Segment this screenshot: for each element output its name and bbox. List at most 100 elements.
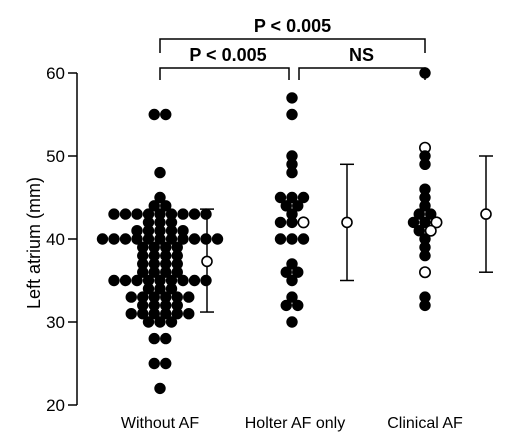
data-point (171, 308, 183, 320)
y-tick-label: 50 (46, 147, 65, 166)
data-point (286, 92, 298, 104)
data-point (274, 233, 287, 245)
significance-label: NS (349, 45, 374, 65)
data-point (160, 108, 172, 121)
data-point (419, 299, 431, 312)
significance-bracket (159, 67, 290, 80)
data-point (148, 200, 160, 212)
data-point (142, 283, 155, 295)
data-point (286, 274, 298, 287)
data-point (148, 266, 160, 278)
data-point (280, 266, 292, 278)
y-axis-label: Left atrium (mm) (24, 177, 44, 309)
data-point (96, 233, 109, 245)
open-data-point (424, 224, 437, 237)
data-point (137, 308, 149, 320)
significance-bracket (159, 38, 426, 53)
data-point (108, 208, 120, 220)
data-point (154, 283, 166, 295)
mean-marker (341, 216, 353, 229)
data-point (119, 233, 132, 245)
data-point (286, 166, 298, 179)
data-point (292, 299, 304, 312)
data-point (280, 200, 292, 212)
data-point (297, 191, 310, 204)
data-point (413, 208, 425, 220)
data-point (297, 233, 310, 245)
data-point (425, 208, 437, 220)
category-labels: Without AF Holter AF only Clinical AF (121, 415, 463, 432)
data-point (165, 316, 178, 328)
data-point (148, 357, 160, 370)
data-point (419, 158, 431, 171)
data-point (419, 249, 431, 262)
data-point (286, 108, 298, 121)
data-point (142, 316, 155, 328)
data-point (200, 233, 212, 245)
data-point (188, 233, 201, 245)
data-point (154, 382, 166, 395)
data-point (419, 200, 431, 212)
data-point (286, 216, 298, 229)
data-point (160, 200, 172, 212)
data-point (274, 216, 287, 229)
y-tick-label: 30 (46, 313, 65, 332)
data-point (292, 266, 304, 278)
significance-bracket (298, 67, 426, 80)
significance-label: P < 0.005 (254, 16, 331, 36)
data-point (160, 308, 172, 320)
data-point (211, 233, 224, 245)
data-point (419, 67, 431, 79)
significance-brackets: P < 0.005 P < 0.005 NS (159, 16, 426, 80)
data-point (131, 274, 143, 287)
data-point (200, 208, 212, 220)
data-point (154, 166, 166, 179)
data-point (286, 258, 298, 270)
y-axis: 20 30 40 50 60 (46, 64, 78, 415)
x-category-label: Clinical AF (387, 415, 463, 432)
data-point (292, 200, 304, 212)
data-point (171, 266, 183, 278)
data-point (188, 274, 201, 287)
mean-sd-markers (200, 155, 493, 313)
x-category-label: Holter AF only (245, 415, 345, 432)
data-point (160, 332, 172, 345)
data-point (154, 316, 166, 328)
data-point (274, 191, 287, 204)
y-tick-label: 20 (46, 396, 65, 415)
data-point (177, 274, 189, 287)
data-point (108, 233, 120, 245)
data-point (142, 233, 155, 245)
mean-marker (480, 208, 492, 220)
data-point (160, 266, 172, 278)
data-point (200, 274, 212, 287)
x-category-label: Without AF (121, 415, 199, 432)
data-point (280, 299, 292, 312)
data-point (131, 233, 143, 245)
data-point (154, 233, 166, 245)
data-point (165, 233, 178, 245)
data-point (419, 216, 431, 229)
y-tick-label: 60 (46, 64, 65, 83)
data-point (413, 225, 425, 237)
open-data-point (297, 216, 310, 229)
data-point (165, 283, 178, 295)
data-point (286, 316, 298, 328)
open-data-point (430, 216, 443, 229)
data-point (148, 332, 160, 345)
data-point (286, 191, 298, 204)
data-point (407, 216, 420, 229)
data-point (160, 357, 172, 370)
mean-marker (201, 255, 213, 268)
data-point (137, 266, 149, 278)
data-point (108, 274, 120, 287)
data-point (154, 191, 166, 204)
data-point (183, 308, 195, 320)
data-point (119, 208, 132, 220)
significance-label: P < 0.005 (189, 45, 266, 65)
y-tick-label: 40 (46, 230, 65, 249)
open-data-point (418, 266, 431, 279)
data-point (131, 208, 143, 220)
data-point (125, 291, 137, 303)
